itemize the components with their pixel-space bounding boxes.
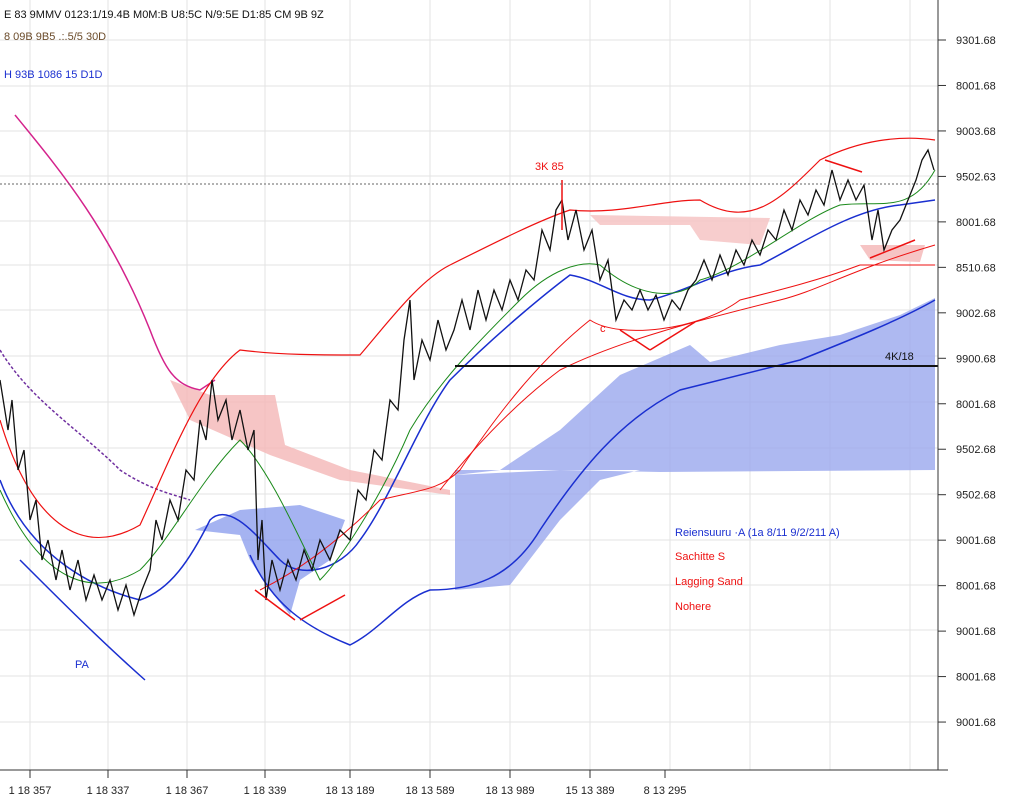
legend-entry: Lagging Sand: [675, 576, 743, 588]
red-segment: [869, 239, 916, 259]
y-axis-label: 9003.68: [956, 126, 996, 138]
cloud-lower: [455, 470, 935, 590]
lagging-line: [259, 264, 935, 591]
y-axis: 9301.68 8001.68 9003.68 9502.63 8001.68 8510.…: [938, 35, 996, 729]
lagging-line-2: [439, 244, 936, 491]
cloud-pink-left: [170, 380, 450, 495]
cloud-left: [195, 505, 345, 615]
cloud-pink-small: [860, 245, 925, 262]
x-axis-label: 15 13 389: [566, 785, 615, 797]
annotation: PA: [75, 659, 90, 671]
y-axis-label: 9001.68: [956, 626, 996, 638]
header-line: H 93B 1086 15 D1D: [4, 69, 103, 81]
y-axis-label: 9502.68: [956, 444, 996, 456]
red-segment: [254, 589, 296, 621]
x-axis-label: 1 18 337: [87, 785, 130, 797]
red-segment: [824, 159, 863, 173]
upper-band: [0, 137, 936, 539]
y-axis-label: 9001.68: [956, 717, 996, 729]
conversion-line: [0, 169, 936, 584]
x-axis: 1 18 357 1 18 337 1 18 367 1 18 339 18 13 18…: [9, 770, 687, 797]
legend-entry: Nohere: [675, 601, 711, 613]
magenta-line: [14, 114, 216, 391]
x-axis-label: 1 18 357: [9, 785, 52, 797]
annotation: 4K/18: [885, 351, 914, 363]
annotation: c: [600, 323, 606, 335]
annotation: 3K 85: [535, 161, 564, 173]
red-segment: [649, 321, 696, 351]
y-axis-label: 9301.68: [956, 35, 996, 47]
legend-entry: Reiensuuru ·A (1a 8/11 9/2/211 A): [675, 527, 840, 539]
y-axis-label: 8510.68: [956, 262, 996, 274]
base-line: [0, 199, 936, 601]
y-axis-label: 8001.68: [956, 672, 996, 684]
legend-entry: Sachitte S: [675, 551, 725, 563]
x-axis-label: 8 13 295: [644, 785, 687, 797]
y-axis-label: 9900.68: [956, 353, 996, 365]
x-axis-label: 1 18 367: [166, 785, 209, 797]
x-axis-label: 1 18 339: [244, 785, 287, 797]
price-trace: [0, 148, 935, 618]
purple-line: [0, 349, 191, 501]
y-axis-label: 9002.68: [956, 308, 996, 320]
y-axis-label: 8001.68: [956, 399, 996, 411]
x-axis-label: 18 13 189: [326, 785, 375, 797]
lower-band-left: [19, 559, 146, 681]
x-axis-label: 18 13 989: [486, 785, 535, 797]
y-axis-label: 9001.68: [956, 535, 996, 547]
cloud-pink-right: [590, 215, 770, 245]
red-segment: [299, 594, 346, 621]
x-axis-label: 18 13 589: [406, 785, 455, 797]
y-axis-label: 9502.63: [956, 171, 996, 183]
y-axis-label: 8001.68: [956, 581, 996, 593]
y-axis-label: 8001.68: [956, 217, 996, 229]
y-axis-label: 9502.68: [956, 490, 996, 502]
red-segment: [619, 329, 651, 351]
header-line: E 83 9MMV 0123:1/19.4B M0M:B U8:5C N/9:5…: [4, 9, 324, 21]
y-axis-label: 8001.68: [956, 80, 996, 92]
header-line: 8 09B 9B5 .:.5/5 30D: [4, 31, 106, 43]
lower-band: [249, 299, 936, 646]
